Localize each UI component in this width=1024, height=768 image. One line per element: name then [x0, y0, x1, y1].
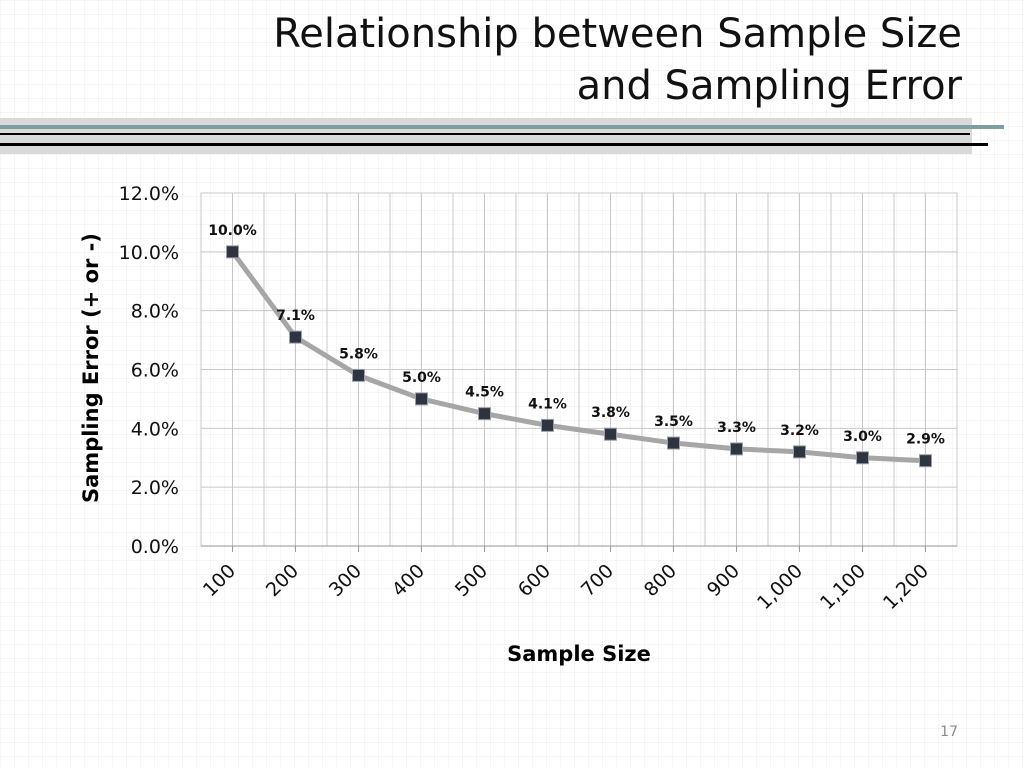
x-tick-label: 900: [703, 560, 744, 601]
x-tick-label: 1,200: [879, 560, 933, 614]
x-tick-label: 700: [577, 560, 618, 601]
slide-title: Relationship between Sample Size and Sam…: [273, 8, 962, 112]
y-tick-label: 0.0%: [131, 536, 179, 558]
data-point-marker: [352, 368, 365, 382]
title-line-2: and Sampling Error: [576, 63, 962, 109]
page-number: 17: [940, 724, 958, 740]
series-line: [230, 249, 928, 464]
data-point-marker: [793, 445, 806, 459]
divider-dark-line-top: [0, 133, 970, 135]
data-label: 4.1%: [528, 396, 567, 412]
data-label: 10.0%: [208, 223, 257, 239]
divider-band: [0, 118, 972, 154]
divider-dark-line-bottom: [0, 143, 988, 146]
data-point-marker: [226, 245, 239, 259]
y-tick-label: 8.0%: [131, 301, 179, 323]
x-tick-label: 500: [451, 560, 492, 601]
y-tick-label: 2.0%: [131, 477, 179, 499]
data-point-marker: [478, 407, 491, 421]
data-point-marker: [667, 436, 680, 450]
x-tick-label: 200: [262, 560, 303, 601]
data-label: 5.0%: [402, 370, 441, 386]
x-tick-label: 800: [640, 560, 681, 601]
series-sampling-error: [226, 245, 932, 468]
data-point-marker: [730, 442, 743, 456]
data-labels: 10.0% 7.1% 5.8% 5.0% 4.5% 4.1% 3.8% 3.5% 3.3% 3.2…: [208, 223, 945, 448]
data-point-marker: [541, 418, 554, 432]
y-tick-label: 6.0%: [131, 360, 179, 382]
x-tick-label: 300: [325, 560, 366, 601]
data-point-marker: [415, 392, 428, 406]
chart-gridlines: [200, 192, 958, 552]
divider-accent-line: [0, 125, 1004, 129]
x-tick-label: 1,000: [753, 560, 807, 614]
y-tick-label: 4.0%: [131, 418, 179, 440]
y-axis-ticks: 0.0% 2.0% 4.0% 6.0% 8.0% 10.0% 12.0%: [119, 183, 179, 558]
y-tick-label: 12.0%: [119, 183, 179, 205]
data-label: 3.8%: [591, 405, 630, 421]
data-label: 3.5%: [654, 414, 693, 430]
data-label: 3.2%: [780, 423, 819, 439]
x-axis-title: Sample Size: [507, 642, 651, 666]
data-point-marker: [604, 427, 617, 441]
data-point-marker: [919, 454, 932, 468]
y-tick-label: 10.0%: [119, 242, 179, 264]
y-axis-title: Sampling Error (+ or -): [79, 233, 103, 503]
data-point-marker: [856, 451, 869, 465]
x-axis-ticks: 100 200 300 400 500 600 700 800 900 1,000 1,100 1,2…: [199, 560, 933, 614]
title-line-1: Relationship between Sample Size: [273, 11, 962, 57]
x-tick-label: 1,100: [816, 560, 870, 614]
data-label: 5.8%: [339, 346, 378, 362]
data-label: 7.1%: [276, 308, 315, 324]
data-label: 3.0%: [843, 429, 882, 445]
x-tick-label: 400: [388, 560, 429, 601]
data-label: 4.5%: [465, 385, 504, 401]
x-tick-label: 600: [514, 560, 555, 601]
data-label: 3.3%: [717, 420, 756, 436]
x-tick-label: 100: [199, 560, 240, 601]
title-divider: [0, 118, 1004, 154]
data-point-marker: [289, 330, 302, 344]
data-label: 2.9%: [906, 432, 945, 448]
